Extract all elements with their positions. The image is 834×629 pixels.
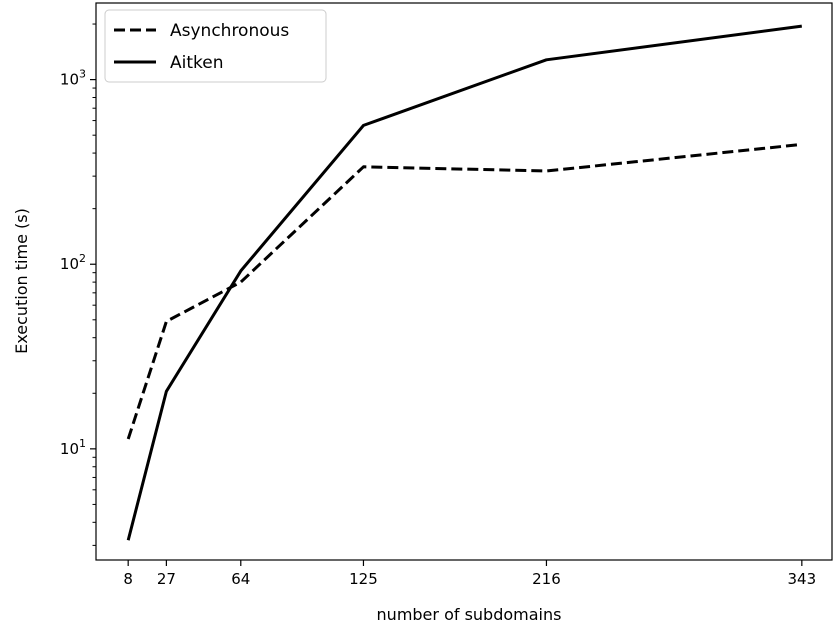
y-axis-label: Execution time (s) [12, 208, 31, 354]
legend: Asynchronous Aitken [104, 9, 327, 83]
series-line-aitken [126, 24, 802, 541]
legend-label-aitken: Aitken [170, 53, 224, 73]
x-tick-label: 27 [157, 570, 176, 588]
x-tick-label: 64 [231, 570, 250, 588]
plot-frame [95, 2, 833, 561]
x-tick-label: 216 [532, 570, 561, 588]
series-line-asynchronous [126, 142, 802, 440]
x-tick-label: 125 [349, 570, 378, 588]
legend-box [104, 9, 327, 83]
y-ticks: 101 102 103 [60, 23, 96, 546]
x-tick-label: 8 [123, 570, 133, 588]
x-ticks: 8 27 64 125 216 343 [123, 560, 816, 588]
y-tick-label: 101 [60, 437, 86, 458]
plot-lines [126, 24, 802, 541]
y-tick-label: 103 [60, 68, 86, 89]
y-tick-label: 102 [60, 252, 86, 273]
legend-label-asynchronous: Asynchronous [170, 21, 289, 41]
x-tick-label: 343 [788, 570, 817, 588]
x-axis-label: number of subdomains [377, 605, 562, 624]
